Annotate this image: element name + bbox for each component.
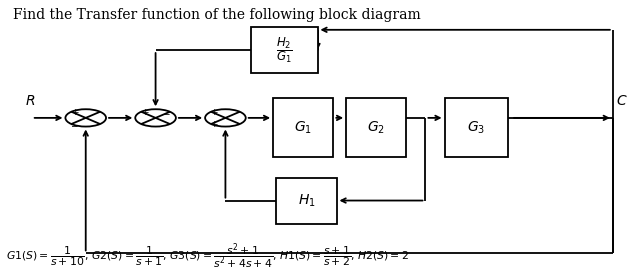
Bar bbox=[444, 98, 508, 157]
Text: $-$: $-$ bbox=[163, 108, 171, 117]
Bar bbox=[346, 98, 406, 157]
Bar bbox=[273, 98, 333, 157]
Text: Find the Transfer function of the following block diagram: Find the Transfer function of the follow… bbox=[13, 8, 420, 22]
Text: $G_3$: $G_3$ bbox=[467, 119, 485, 136]
Text: +: + bbox=[210, 120, 218, 129]
Text: $G1(S) = \dfrac{1}{s+10}$, $G2(S) = \dfrac{1}{s+1}$, $G3(S) = \dfrac{s^2+1}{s^2+: $G1(S) = \dfrac{1}{s+10}$, $G2(S) = \dfr… bbox=[6, 241, 410, 271]
Text: $-$: $-$ bbox=[70, 120, 79, 129]
Text: $G_2$: $G_2$ bbox=[367, 119, 385, 136]
Text: $H_1$: $H_1$ bbox=[298, 192, 315, 209]
Text: $R$: $R$ bbox=[25, 94, 36, 108]
Bar bbox=[251, 27, 318, 73]
Text: +: + bbox=[210, 108, 218, 117]
Text: $G_1$: $G_1$ bbox=[294, 119, 312, 136]
Text: $\dfrac{H_2}{G_1}$: $\dfrac{H_2}{G_1}$ bbox=[276, 35, 293, 65]
Text: +: + bbox=[140, 108, 148, 117]
Text: $C$: $C$ bbox=[616, 94, 627, 108]
Bar bbox=[276, 178, 337, 224]
Text: +: + bbox=[70, 108, 78, 117]
